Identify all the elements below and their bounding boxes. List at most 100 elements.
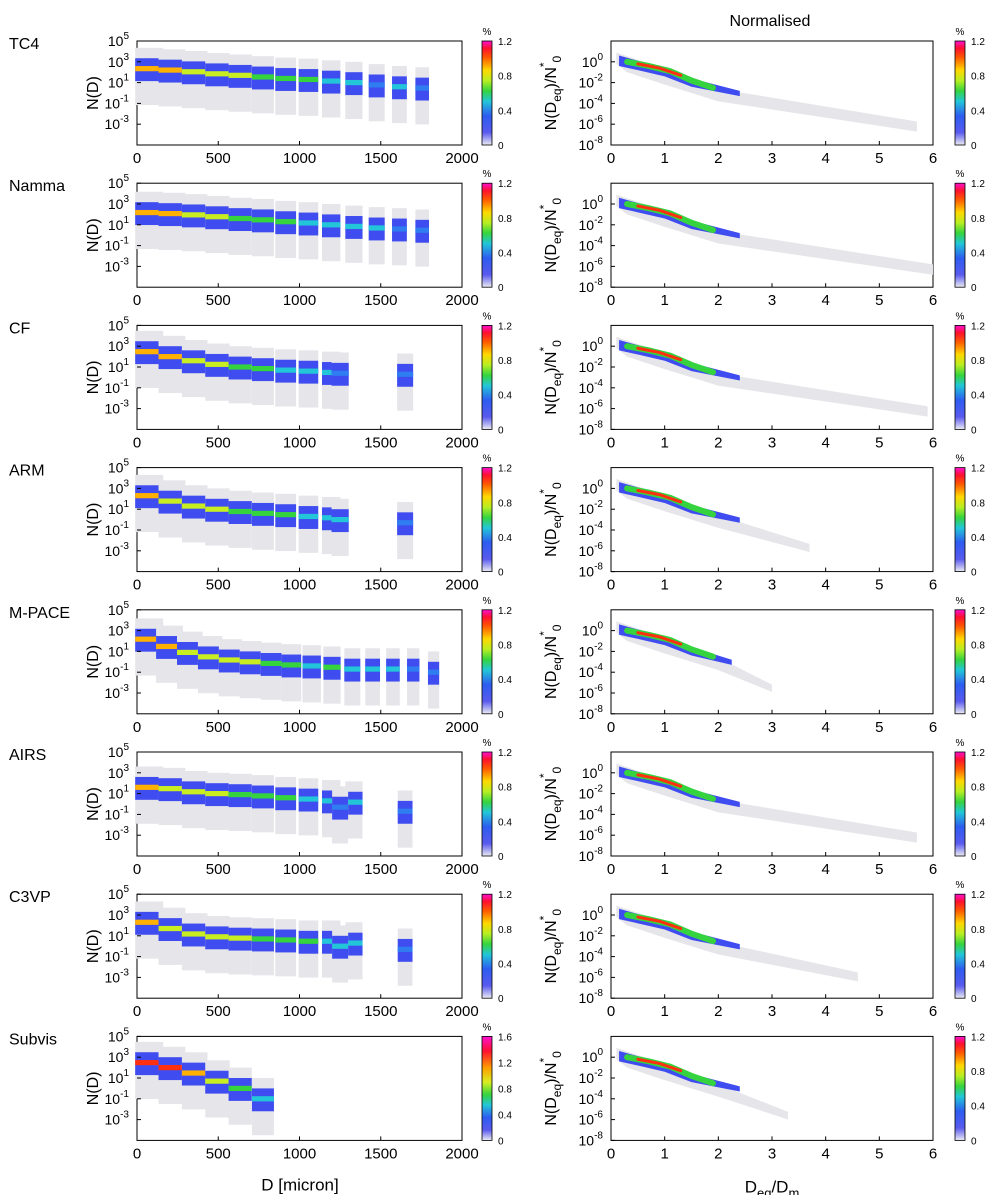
left-ytick-label: 10-3 <box>105 683 130 701</box>
density-core-9 <box>345 80 363 86</box>
left-ytick-label: 105 <box>108 1026 130 1044</box>
density-core-3 <box>205 1078 230 1084</box>
density-core-0 <box>135 784 164 790</box>
left-xtick-label: 0 <box>133 1145 141 1162</box>
left-colorbar-tick: 0 <box>498 1136 504 1147</box>
left-ylabel: N(D) <box>85 929 102 963</box>
left-colorbar-tick: 1.2 <box>498 321 512 332</box>
left-ytick-label: 10-3 <box>105 256 130 274</box>
density-core-0 <box>135 209 164 216</box>
row-label: M-PACE <box>9 605 70 622</box>
right-colorbar-unit: % <box>956 1022 965 1033</box>
left-ytick-label: 101 <box>108 73 130 91</box>
right-xtick-label: 5 <box>875 1003 883 1020</box>
right-xtick-label: 5 <box>875 150 883 167</box>
row-label: Namma <box>9 178 65 195</box>
right-axes-frame <box>610 751 934 857</box>
right-colorbar-tick: 0.8 <box>971 356 985 367</box>
left-colorbar-tick: 1.2 <box>498 179 512 190</box>
left-colorbar <box>481 324 493 430</box>
density-core-7 <box>298 76 319 83</box>
right-colorbar-tick: 1.2 <box>971 37 985 48</box>
right-xtick-label: 6 <box>929 1145 937 1162</box>
right-axes-frame <box>610 324 934 430</box>
right-colorbar-tick: 0 <box>971 852 977 863</box>
left-xtick-label: 2000 <box>445 434 478 451</box>
left-colorbar-tick: 0.4 <box>498 1110 512 1121</box>
density-core-9 <box>323 664 341 670</box>
right-ytick-label: 10-6 <box>579 256 604 274</box>
left-ytick-label: 105 <box>108 600 130 618</box>
density-core-8 <box>321 798 341 804</box>
left-ytick-label: 10-1 <box>105 236 130 254</box>
left-colorbar <box>481 40 493 146</box>
right-xtick-label: 6 <box>929 292 937 309</box>
right-colorbar-tick: 1.2 <box>971 1032 985 1043</box>
right-ytick-label: 100 <box>582 1047 604 1065</box>
right-colorbar-tick: 0 <box>971 425 977 436</box>
density-core-3 <box>205 506 230 512</box>
row-label: C3VP <box>9 889 51 906</box>
left-ytick-label: 103 <box>108 1047 130 1065</box>
left-ytick-label: 10-3 <box>105 114 130 132</box>
right-ytick-label: 10-8 <box>579 1130 604 1148</box>
right-ytick-label: 10-2 <box>579 1068 604 1086</box>
left-colorbar-tick: 1.2 <box>498 1058 512 1069</box>
left-xtick-label: 0 <box>133 292 141 309</box>
density-core-2 <box>181 69 208 75</box>
density-core-3 <box>205 934 230 940</box>
right-xtick-label: 2 <box>714 719 722 736</box>
density-core-5 <box>251 1096 274 1102</box>
density-core-0 <box>135 493 164 499</box>
density-core-2 <box>181 212 208 218</box>
right-xtick-label: 2 <box>714 1003 722 1020</box>
left-ylabel: N(D) <box>85 787 102 821</box>
right-xtick-label: 4 <box>821 434 829 451</box>
right-colorbar <box>954 324 966 430</box>
density-core-12 <box>386 666 400 672</box>
right-colorbar-tick: 1.2 <box>971 321 985 332</box>
left-ytick-label: 105 <box>108 173 130 191</box>
right-xtick-label: 0 <box>607 861 615 878</box>
left-ytick-label: 101 <box>108 1068 130 1086</box>
right-ytick-label: 10-4 <box>579 804 604 822</box>
left-xtick-label: 2000 <box>445 150 478 167</box>
left-xtick-label: 1500 <box>364 292 397 309</box>
right-xtick-label: 6 <box>929 861 937 878</box>
left-colorbar-tick: 0 <box>498 994 504 1005</box>
right-xtick-label: 2 <box>714 1145 722 1162</box>
right-colorbar-tick: 0.4 <box>971 533 985 544</box>
left-xtick-label: 2000 <box>445 861 478 878</box>
left-colorbar-unit: % <box>483 880 492 891</box>
left-colorbar-tick: 0 <box>498 710 504 721</box>
right-xtick-label: 0 <box>607 1145 615 1162</box>
right-ylabel: N(Deq)/N*0 <box>537 624 564 699</box>
right-ytick-label: 10-4 <box>579 1089 604 1107</box>
right-ytick-label: 10-4 <box>579 662 604 680</box>
left-ytick-label: 101 <box>108 784 130 802</box>
left-ytick-label: 101 <box>108 926 130 944</box>
right-colorbar-tick: 0.8 <box>971 783 985 794</box>
density-core-2 <box>181 503 208 509</box>
density-core-2 <box>181 789 208 795</box>
right-xtick-label: 1 <box>660 1145 668 1162</box>
density-core-2 <box>177 649 203 656</box>
right-colorbar-tick: 0.4 <box>971 675 985 686</box>
left-colorbar-unit: % <box>483 311 492 322</box>
right-gray-envelope <box>616 763 917 843</box>
density-core-4 <box>228 792 252 798</box>
right-xtick-label: 3 <box>768 1003 776 1020</box>
density-core-2 <box>181 931 208 937</box>
right-ytick-label: 10-8 <box>579 704 604 722</box>
right-colorbar-tick: 0.8 <box>971 72 985 83</box>
left-colorbar <box>481 467 493 573</box>
row-label: CF <box>9 320 31 337</box>
density-core-11 <box>392 226 407 232</box>
density-core-8 <box>321 938 341 944</box>
left-xtick-label: 1000 <box>283 150 316 167</box>
left-colorbar <box>481 893 493 999</box>
